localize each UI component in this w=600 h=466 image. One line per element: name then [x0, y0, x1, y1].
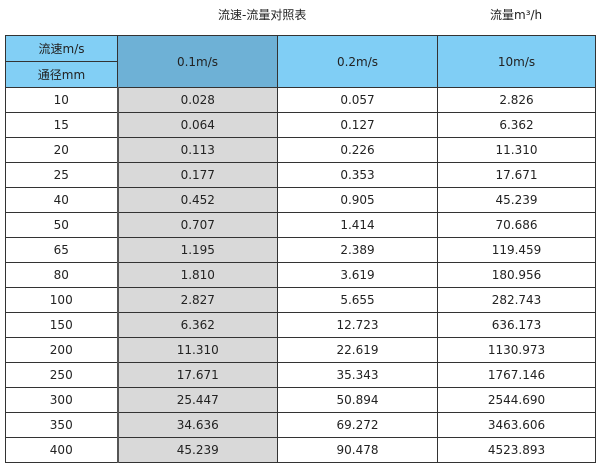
- diameter-cell: 25: [5, 162, 118, 188]
- flow-cell: 1.810: [116, 262, 278, 288]
- flow-cell: 0.177: [116, 162, 278, 188]
- flow-cell: 0.127: [277, 112, 438, 138]
- flow-cell: 4523.893: [437, 437, 596, 463]
- flow-cell: 25.447: [116, 387, 278, 413]
- table-row: 400 45.239 90.478 4523.893: [5, 437, 596, 463]
- flow-cell: 0.353: [277, 162, 438, 188]
- flow-cell: 11.310: [116, 337, 278, 363]
- flow-cell: 2.389: [277, 237, 438, 263]
- table-row: 65 1.195 2.389 119.459: [5, 237, 596, 263]
- flow-cell: 282.743: [437, 287, 596, 313]
- diameter-cell: 400: [5, 437, 118, 463]
- diameter-cell: 80: [5, 262, 118, 288]
- flow-cell: 34.636: [116, 412, 278, 438]
- table-row: 50 0.707 1.414 70.686: [5, 212, 596, 238]
- flow-cell: 1.414: [277, 212, 438, 238]
- flow-cell: 0.064: [116, 112, 278, 138]
- flow-cell: 11.310: [437, 137, 596, 163]
- flow-cell: 0.905: [277, 187, 438, 213]
- flow-cell: 2.827: [116, 287, 278, 313]
- flow-cell: 22.619: [277, 337, 438, 363]
- flow-table: 流速m/s 0.1m/s 0.2m/s 10m/s 通径mm 10 0.028 0.…: [5, 35, 596, 463]
- diameter-cell: 200: [5, 337, 118, 363]
- diameter-header: 通径mm: [5, 61, 118, 88]
- flow-cell: 1767.146: [437, 362, 596, 388]
- velocity-header: 流速m/s: [5, 35, 118, 62]
- diameter-cell: 300: [5, 387, 118, 413]
- diameter-cell: 15: [5, 112, 118, 138]
- table-row: 100 2.827 5.655 282.743: [5, 287, 596, 313]
- flow-cell: 180.956: [437, 262, 596, 288]
- diameter-cell: 100: [5, 287, 118, 313]
- flow-cell: 0.028: [116, 87, 278, 113]
- table-row: 20 0.113 0.226 11.310: [5, 137, 596, 163]
- table-row: 25 0.177 0.353 17.671: [5, 162, 596, 188]
- table-title: 流速-流量对照表: [218, 8, 307, 22]
- diameter-cell: 65: [5, 237, 118, 263]
- flow-cell: 17.671: [437, 162, 596, 188]
- table-row: 350 34.636 69.272 3463.606: [5, 412, 596, 438]
- column-header: 0.2m/s: [277, 35, 438, 88]
- table-row: 250 17.671 35.343 1767.146: [5, 362, 596, 388]
- flow-cell: 6.362: [437, 112, 596, 138]
- table-row: 80 1.810 3.619 180.956: [5, 262, 596, 288]
- flow-cell: 1130.973: [437, 337, 596, 363]
- flow-cell: 3463.606: [437, 412, 596, 438]
- column-header: 10m/s: [437, 35, 596, 88]
- flow-cell: 0.707: [116, 212, 278, 238]
- diameter-cell: 350: [5, 412, 118, 438]
- flow-cell: 12.723: [277, 312, 438, 338]
- table-row: 150 6.362 12.723 636.173: [5, 312, 596, 338]
- table-body: 10 0.028 0.057 2.826 15 0.064 0.127 6.362 20 0.11…: [5, 87, 596, 463]
- table-row: 300 25.447 50.894 2544.690: [5, 387, 596, 413]
- flow-cell: 0.452: [116, 187, 278, 213]
- flow-cell: 5.655: [277, 287, 438, 313]
- flow-cell: 0.113: [116, 137, 278, 163]
- diameter-cell: 50: [5, 212, 118, 238]
- flow-cell: 3.619: [277, 262, 438, 288]
- column-header: 0.1m/s: [117, 35, 278, 88]
- unit-label: 流量m³/h: [490, 8, 543, 22]
- table-row: 15 0.064 0.127 6.362: [5, 112, 596, 138]
- flow-cell: 70.686: [437, 212, 596, 238]
- flow-cell: 35.343: [277, 362, 438, 388]
- diameter-cell: 40: [5, 187, 118, 213]
- flow-cell: 0.057: [277, 87, 438, 113]
- diameter-cell: 10: [5, 87, 118, 113]
- flow-cell: 1.195: [116, 237, 278, 263]
- flow-cell: 45.239: [116, 437, 278, 463]
- flow-cell: 0.226: [277, 137, 438, 163]
- table-row: 200 11.310 22.619 1130.973: [5, 337, 596, 363]
- flow-cell: 50.894: [277, 387, 438, 413]
- diameter-cell: 150: [5, 312, 118, 338]
- flow-cell: 17.671: [116, 362, 278, 388]
- table-row: 40 0.452 0.905 45.239: [5, 187, 596, 213]
- flow-cell: 90.478: [277, 437, 438, 463]
- table-row: 10 0.028 0.057 2.826: [5, 87, 596, 113]
- flow-cell: 2.826: [437, 87, 596, 113]
- flow-cell: 636.173: [437, 312, 596, 338]
- flow-cell: 45.239: [437, 187, 596, 213]
- flow-cell: 6.362: [116, 312, 278, 338]
- flow-cell: 2544.690: [437, 387, 596, 413]
- diameter-cell: 20: [5, 137, 118, 163]
- flow-cell: 69.272: [277, 412, 438, 438]
- diameter-cell: 250: [5, 362, 118, 388]
- flow-cell: 119.459: [437, 237, 596, 263]
